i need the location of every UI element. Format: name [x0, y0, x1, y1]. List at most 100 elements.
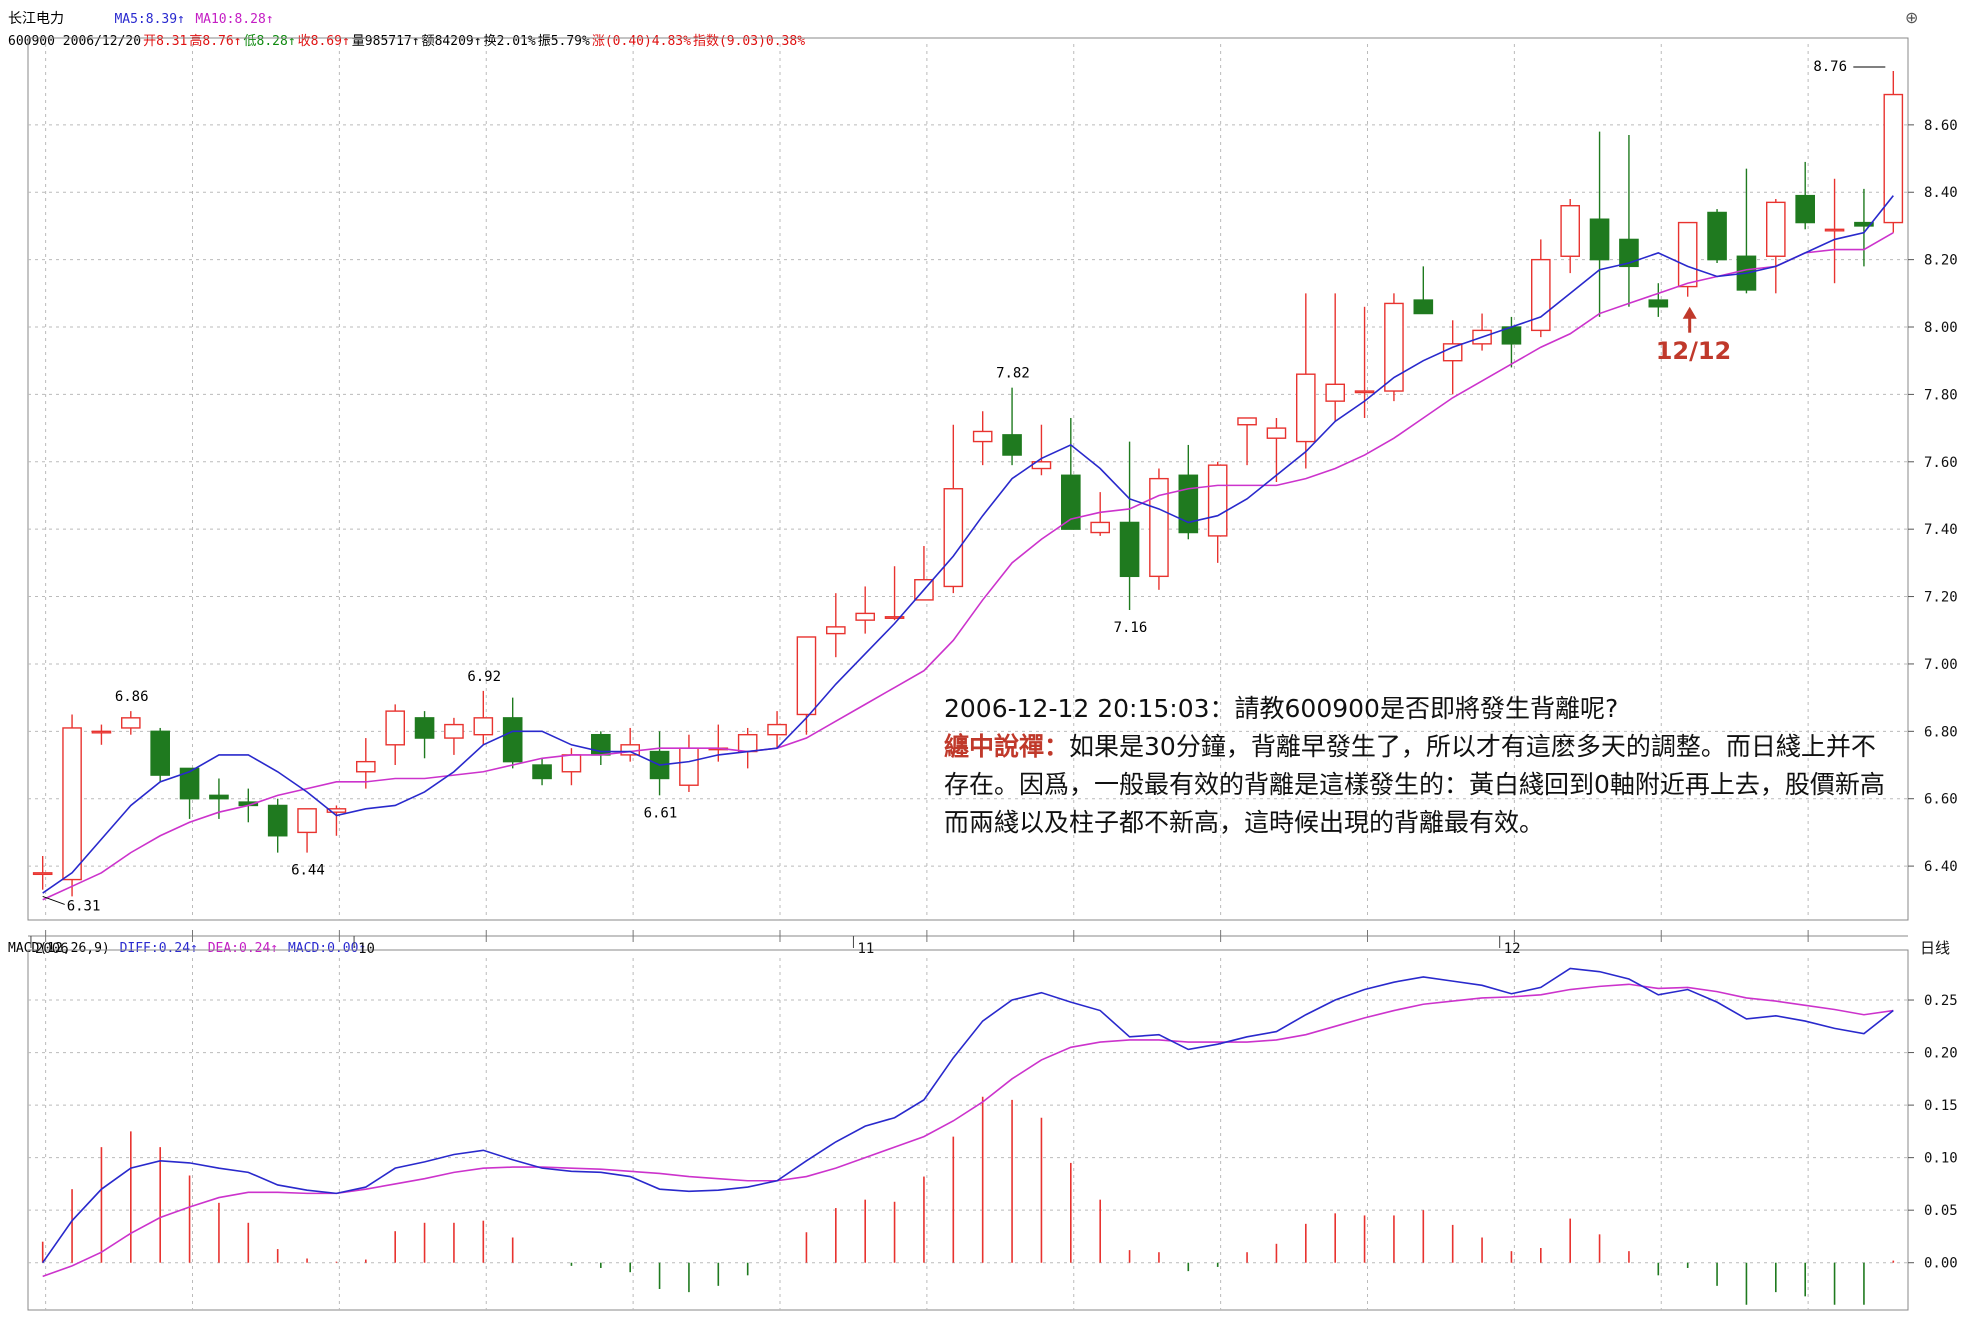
candle: [591, 731, 611, 766]
candle: [1531, 239, 1551, 338]
candle: [855, 586, 875, 634]
candle: [414, 711, 435, 759]
candle: [737, 727, 758, 769]
candle: [767, 711, 787, 749]
period-label: 日线: [1920, 939, 1950, 957]
candle: [1090, 492, 1110, 536]
candle: [943, 424, 964, 594]
candle-body: [267, 804, 288, 837]
macd-tick-label: 0.05: [1924, 1203, 1958, 1219]
candle: [1677, 221, 1698, 297]
price-tick-label: 8.40: [1924, 185, 1958, 201]
candle: [1413, 266, 1434, 315]
candle: [1061, 417, 1081, 530]
price-annotation: 7.82: [996, 366, 1030, 382]
candle-body: [1325, 383, 1345, 402]
candle: [561, 748, 582, 786]
candle-body: [855, 612, 875, 621]
price-tick-label: 8.00: [1924, 320, 1958, 336]
candle-body: [1589, 218, 1610, 261]
candle: [1296, 293, 1316, 469]
candle: [1795, 161, 1815, 230]
candle: [1002, 387, 1022, 466]
price-tick-label: 7.60: [1924, 455, 1958, 471]
candle-body: [32, 872, 53, 876]
candle-body: [796, 636, 817, 716]
candle-body: [1413, 299, 1434, 315]
candle-body: [943, 488, 964, 588]
candle-body: [326, 808, 347, 813]
candle: [1766, 198, 1786, 294]
candle: [1824, 178, 1845, 284]
candle-body: [356, 760, 376, 773]
candle-body: [620, 744, 640, 756]
arrow-head-icon: [1682, 306, 1697, 319]
price-annotation: 6.44: [291, 863, 325, 879]
candle: [62, 714, 82, 897]
candle-body: [121, 717, 141, 729]
price-tick-label: 6.40: [1924, 859, 1958, 875]
candle: [1589, 131, 1610, 317]
candle: [1442, 320, 1463, 395]
candle: [1266, 417, 1287, 482]
candle-body: [62, 727, 82, 881]
candle: [884, 566, 905, 621]
candle: [1149, 468, 1169, 590]
candle-body: [1002, 434, 1022, 456]
candle-body: [1237, 417, 1257, 426]
price-annotation: 6.31: [67, 898, 101, 914]
candle-body: [209, 794, 229, 800]
candle-body: [737, 733, 758, 753]
candle-body: [502, 717, 523, 763]
candle-body: [1354, 390, 1375, 394]
candle: [150, 727, 170, 782]
comment-box: 2006-12-12 20:15:03：請教600900是否即將發生背離呢? 纏…: [944, 690, 1894, 842]
candle: [444, 717, 464, 755]
candle: [356, 738, 376, 789]
date-label: 12: [1504, 941, 1521, 957]
candle-body: [1883, 93, 1904, 224]
candle: [1119, 441, 1140, 611]
candle-body: [91, 730, 112, 734]
author-label: 纏中說禪：: [944, 732, 1070, 761]
macd-header: MACD(12,26,9) DIFF:0.24↑ DEA:0.24↑ MACD:…: [8, 941, 368, 956]
candle-body: [1707, 211, 1727, 261]
candle: [1237, 417, 1257, 466]
price-annotation: 6.92: [467, 669, 501, 685]
candle: [267, 798, 288, 853]
date-label: 11: [857, 941, 874, 957]
candle: [826, 593, 846, 658]
price-annotation: 6.61: [644, 805, 678, 821]
macd-readout: MACD:0.00↑: [287, 941, 367, 956]
candle-body: [1824, 228, 1845, 232]
candle-body: [1178, 474, 1199, 534]
macd-tick-label: 0.20: [1924, 1046, 1958, 1062]
macd-tick-label: 0.00: [1924, 1256, 1958, 1272]
ma5-line: [42, 195, 1894, 894]
stock-name: 长江电力: [8, 11, 64, 27]
diff-readout: DIFF:0.24↑: [119, 941, 198, 956]
price-annotation: 7.16: [1114, 620, 1148, 636]
candle: [620, 727, 640, 762]
candle-body: [473, 717, 494, 736]
candle: [473, 690, 494, 745]
chart-header: 长江电力 MA5:8.39↑ MA10:8.28↑: [8, 8, 276, 28]
candle: [1031, 424, 1052, 476]
candle: [972, 411, 993, 466]
candle: [1325, 293, 1345, 422]
candle-body: [179, 767, 200, 800]
candle: [297, 808, 317, 853]
dea-line: [42, 983, 1894, 1278]
candle-body: [972, 430, 993, 443]
candle: [91, 724, 112, 745]
answer-paragraph: 纏中說禪：如果是30分鐘，背離早發生了，所以才有這麽多天的調整。而日綫上并不存在…: [944, 728, 1894, 842]
price-tick-label: 7.40: [1924, 522, 1958, 538]
answer-text: 如果是30分鐘，背離早發生了，所以才有這麽多天的調整。而日綫上并不存在。因爲，一…: [944, 732, 1885, 837]
price-tick-label: 7.80: [1924, 387, 1958, 403]
candle: [1707, 209, 1727, 263]
candle-body: [150, 730, 170, 776]
zoom-icon[interactable]: ⊕: [1905, 8, 1919, 27]
price-tick-label: 8.20: [1924, 253, 1958, 269]
macd-panel-frame: [27, 949, 1909, 1311]
